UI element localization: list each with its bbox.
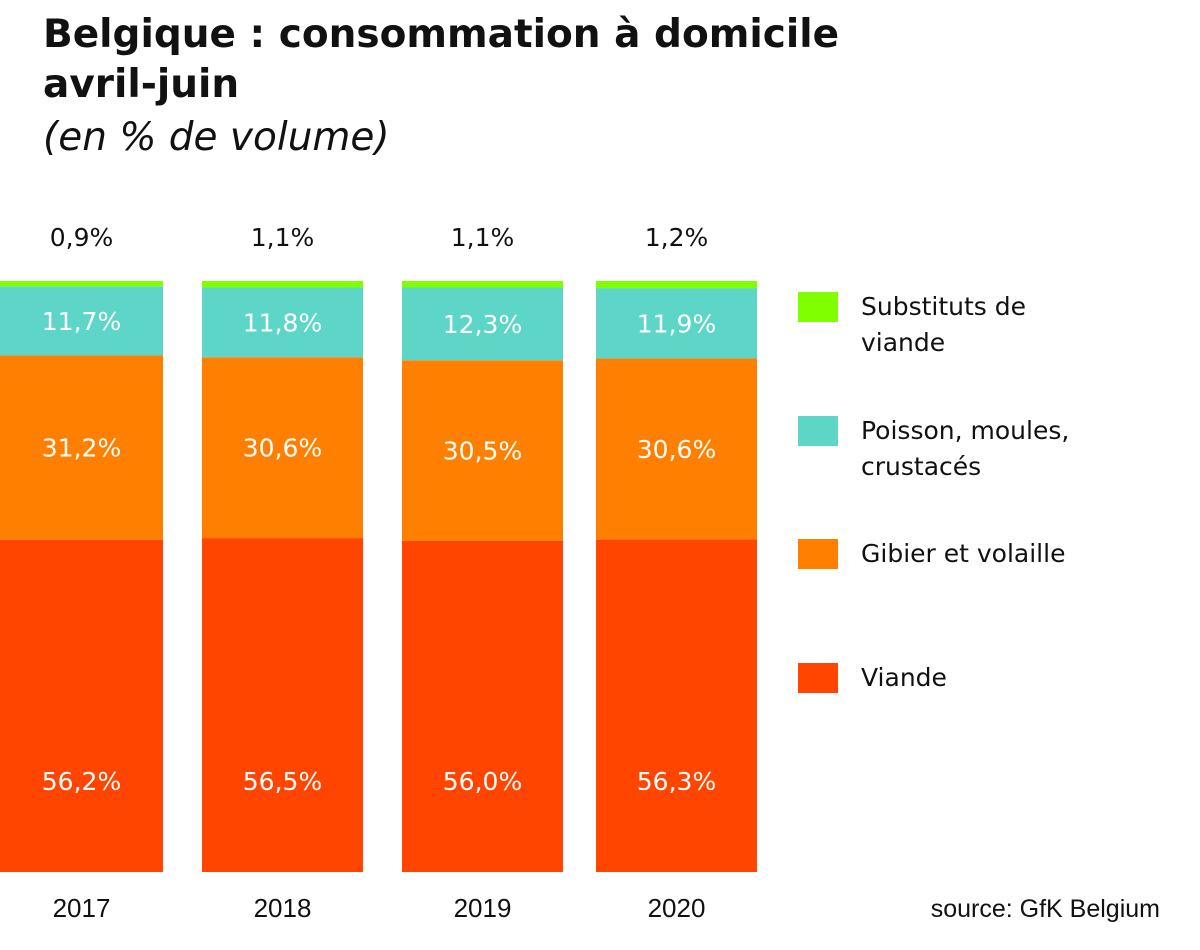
- legend-label-poisson-moules-crustaces-line-2: crustacés: [861, 452, 981, 481]
- bar-poisson-moules-crustaces-2018: [202, 287, 363, 358]
- legend-swatch-poisson-moules-crustaces: [798, 416, 838, 446]
- data-label-poisson-moules-crustaces-2017: 11,7%: [42, 307, 121, 336]
- data-label-viande-2020: 56,3%: [637, 767, 716, 796]
- x-tick-label-2018: 2018: [254, 893, 312, 923]
- bar-poisson-moules-crustaces-2020: [596, 288, 757, 359]
- bar-poisson-moules-crustaces-2017: [0, 286, 163, 356]
- data-label-substituts-de-viande-2020: 1,2%: [645, 223, 709, 252]
- bar-viande-2019: [402, 540, 563, 872]
- data-label-gibier-et-volaille-2018: 30,6%: [243, 434, 322, 463]
- x-tick-label-2017: 2017: [53, 893, 111, 923]
- bar-substituts-de-viande-2020: [596, 281, 757, 289]
- bar-gibier-et-volaille-2018: [202, 357, 363, 539]
- source-note: source: GfK Belgium: [931, 895, 1160, 923]
- x-tick-label-2019: 2019: [454, 893, 512, 923]
- bar-gibier-et-volaille-2019: [402, 360, 563, 541]
- data-label-poisson-moules-crustaces-2018: 11,8%: [243, 308, 322, 337]
- data-label-substituts-de-viande-2019: 1,1%: [451, 223, 515, 252]
- legend-label-substituts-de-viande-line-2: viande: [861, 328, 945, 357]
- data-label-gibier-et-volaille-2020: 30,6%: [637, 435, 716, 464]
- data-label-viande-2017: 56,2%: [42, 767, 121, 796]
- data-label-poisson-moules-crustaces-2020: 11,9%: [637, 309, 716, 338]
- chart-title: Belgique : consommation à domicile avril…: [43, 10, 839, 110]
- legend-label-viande: Viande: [861, 663, 947, 692]
- bar-substituts-de-viande-2018: [202, 281, 363, 288]
- data-label-substituts-de-viande-2018: 1,1%: [251, 223, 315, 252]
- data-label-gibier-et-volaille-2017: 31,2%: [42, 434, 121, 463]
- data-label-viande-2018: 56,5%: [243, 767, 322, 796]
- chart-subtitle: (en % de volume): [43, 115, 390, 160]
- legend-label-gibier-et-volaille: Gibier et volaille: [861, 539, 1065, 568]
- bar-substituts-de-viande-2019: [402, 281, 563, 288]
- data-label-viande-2019: 56,0%: [443, 767, 522, 796]
- bar-viande-2020: [596, 539, 757, 872]
- bar-gibier-et-volaille-2017: [0, 355, 163, 540]
- chart-title-line-2: avril-juin: [43, 62, 240, 107]
- chart-title-line-1: Belgique : consommation à domicile: [43, 12, 840, 57]
- data-label-poisson-moules-crustaces-2019: 12,3%: [443, 310, 522, 339]
- bar-substituts-de-viande-2017: [0, 281, 163, 287]
- data-label-substituts-de-viande-2017: 0,9%: [50, 223, 114, 252]
- legend-swatch-gibier-et-volaille: [798, 539, 838, 569]
- bar-viande-2018: [202, 538, 363, 872]
- legend-swatch-viande: [798, 663, 838, 693]
- legend-label-poisson-moules-crustaces-line-1: Poisson, moules,: [861, 416, 1069, 445]
- legend-label-substituts-de-viande-line-1: Substituts de: [861, 292, 1026, 321]
- legend-swatch-substituts-de-viande: [798, 292, 838, 322]
- bar-poisson-moules-crustaces-2019: [402, 287, 563, 361]
- bar-gibier-et-volaille-2020: [596, 358, 757, 540]
- bar-viande-2017: [0, 539, 163, 872]
- x-tick-label-2020: 2020: [648, 893, 706, 923]
- data-label-gibier-et-volaille-2019: 30,5%: [443, 436, 522, 465]
